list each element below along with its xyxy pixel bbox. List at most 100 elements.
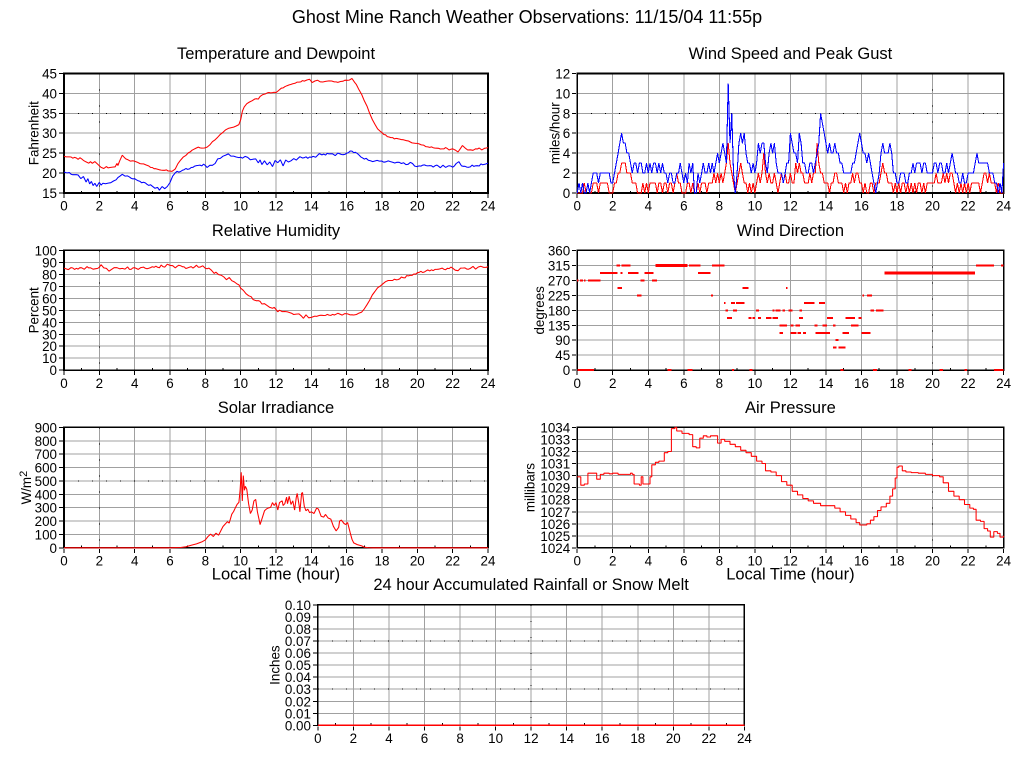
svg-text:8: 8	[202, 554, 209, 569]
svg-text:300: 300	[35, 501, 57, 516]
svg-text:1024: 1024	[540, 541, 570, 556]
svg-text:20: 20	[410, 554, 425, 569]
svg-text:8: 8	[716, 554, 723, 569]
svg-text:10: 10	[488, 731, 503, 746]
svg-text:0: 0	[314, 731, 321, 746]
svg-text:20: 20	[42, 339, 57, 354]
svg-text:45: 45	[42, 67, 57, 82]
svg-text:1027: 1027	[540, 505, 570, 520]
svg-text:0: 0	[563, 186, 570, 201]
svg-text:10: 10	[555, 86, 570, 101]
svg-text:20: 20	[42, 166, 57, 181]
svg-text:60: 60	[42, 291, 57, 306]
svg-text:0.07: 0.07	[285, 634, 311, 649]
svg-text:18: 18	[890, 199, 905, 214]
svg-text:16: 16	[854, 376, 869, 391]
svg-text:millibars: millibars	[522, 463, 537, 512]
svg-text:24: 24	[481, 199, 496, 214]
svg-text:1026: 1026	[540, 517, 570, 532]
svg-text:Fahrenheit: Fahrenheit	[27, 101, 42, 165]
svg-text:6: 6	[166, 554, 173, 569]
svg-text:100: 100	[35, 243, 57, 258]
svg-text:225: 225	[548, 288, 570, 303]
svg-text:16: 16	[339, 199, 354, 214]
svg-text:0.02: 0.02	[285, 694, 311, 709]
svg-text:1028: 1028	[540, 493, 570, 508]
svg-text:2: 2	[609, 554, 616, 569]
svg-text:35: 35	[42, 106, 57, 121]
svg-text:16: 16	[854, 199, 869, 214]
svg-text:8: 8	[563, 106, 570, 121]
svg-text:0: 0	[60, 199, 67, 214]
svg-text:8: 8	[716, 376, 723, 391]
svg-text:400: 400	[35, 487, 57, 502]
svg-text:22: 22	[961, 554, 976, 569]
svg-text:Percent: Percent	[27, 287, 42, 333]
svg-text:miles/hour: miles/hour	[547, 102, 562, 164]
svg-text:8: 8	[716, 199, 723, 214]
svg-text:0.05: 0.05	[285, 658, 311, 673]
svg-text:600: 600	[35, 461, 57, 476]
svg-text:20: 20	[925, 554, 940, 569]
svg-text:900: 900	[35, 420, 57, 435]
svg-text:200: 200	[35, 514, 57, 529]
svg-text:Solar Irradiance: Solar Irradiance	[218, 399, 334, 417]
svg-text:14: 14	[304, 376, 319, 391]
svg-text:0.04: 0.04	[285, 670, 312, 685]
svg-text:10: 10	[42, 351, 57, 366]
svg-text:0: 0	[563, 363, 570, 378]
svg-text:Local Time (hour): Local Time (hour)	[726, 565, 854, 583]
svg-text:8: 8	[202, 376, 209, 391]
svg-text:1033: 1033	[540, 432, 570, 447]
svg-text:135: 135	[548, 318, 570, 333]
svg-text:18: 18	[890, 554, 905, 569]
svg-text:12: 12	[783, 376, 798, 391]
svg-text:12: 12	[269, 199, 284, 214]
svg-text:14: 14	[304, 199, 319, 214]
svg-text:12: 12	[524, 731, 539, 746]
svg-text:20: 20	[410, 376, 425, 391]
svg-text:90: 90	[42, 255, 57, 270]
svg-text:30: 30	[42, 327, 57, 342]
svg-text:40: 40	[42, 86, 57, 101]
svg-text:18: 18	[630, 731, 645, 746]
svg-text:6: 6	[680, 376, 687, 391]
svg-text:16: 16	[339, 554, 354, 569]
svg-text:10: 10	[233, 554, 248, 569]
svg-text:Local Time (hour): Local Time (hour)	[212, 565, 340, 583]
svg-text:40: 40	[42, 315, 57, 330]
svg-text:24: 24	[996, 199, 1011, 214]
svg-text:6: 6	[563, 126, 570, 141]
svg-text:16: 16	[339, 376, 354, 391]
svg-text:14: 14	[304, 554, 319, 569]
svg-text:14: 14	[818, 199, 833, 214]
svg-text:Relative Humidity: Relative Humidity	[212, 222, 341, 240]
svg-text:2: 2	[96, 554, 103, 569]
svg-text:4: 4	[385, 731, 393, 746]
svg-text:12: 12	[783, 199, 798, 214]
svg-text:degrees: degrees	[532, 286, 547, 335]
svg-text:80: 80	[42, 267, 57, 282]
svg-text:Inches: Inches	[268, 645, 283, 685]
svg-text:50: 50	[42, 303, 57, 318]
svg-text:4: 4	[131, 554, 139, 569]
svg-text:0.06: 0.06	[285, 646, 311, 661]
svg-text:4: 4	[131, 199, 139, 214]
svg-text:100: 100	[35, 528, 57, 543]
svg-text:8: 8	[456, 731, 463, 746]
svg-text:22: 22	[701, 731, 716, 746]
svg-text:22: 22	[961, 199, 976, 214]
svg-text:270: 270	[548, 273, 570, 288]
svg-text:6: 6	[166, 376, 173, 391]
svg-text:12: 12	[269, 376, 284, 391]
svg-text:30: 30	[42, 126, 57, 141]
svg-text:14: 14	[818, 376, 833, 391]
svg-text:1030: 1030	[540, 469, 570, 484]
svg-text:22: 22	[445, 199, 460, 214]
svg-text:70: 70	[42, 279, 57, 294]
svg-text:24: 24	[481, 376, 496, 391]
svg-text:22: 22	[445, 554, 460, 569]
svg-text:22: 22	[961, 376, 976, 391]
svg-text:Air Pressure: Air Pressure	[745, 399, 836, 417]
svg-text:16: 16	[854, 554, 869, 569]
